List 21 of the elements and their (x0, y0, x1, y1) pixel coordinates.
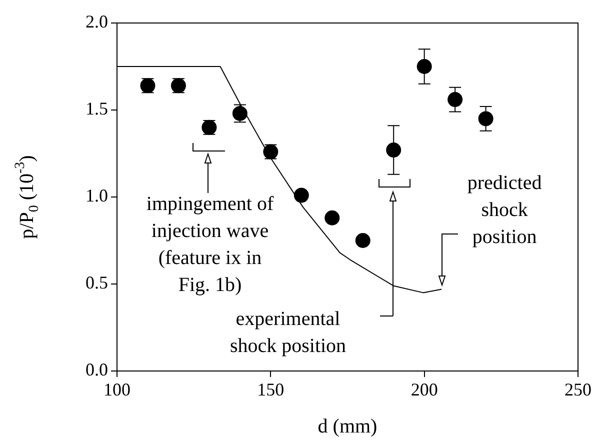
point (416, 59, 432, 74)
point (294, 188, 309, 203)
point (355, 233, 370, 248)
point (386, 142, 402, 158)
y-tick-label: 0.0 (86, 360, 108, 380)
y-tick-label: 0.5 (86, 272, 108, 293)
x-axis-title: d (mm) (318, 415, 378, 438)
x-tick-label: 200 (410, 380, 438, 400)
y-axis-title: p/P0 (10-3) (13, 155, 42, 239)
annotation: impingement of injection wave (feature ix in Fig. 1b) (146, 193, 274, 296)
annotation: predicted shock position (467, 172, 542, 248)
y-tick-label: 1.0 (86, 186, 108, 206)
point (324, 210, 340, 226)
point (448, 92, 463, 108)
y-tick-label: 1.5 (86, 98, 108, 119)
annotation: experimental shock position (230, 308, 346, 357)
y-tick-label: 2.0 (86, 12, 108, 32)
x-tick-label: 100 (104, 380, 130, 400)
point (478, 111, 494, 126)
x-tick-label: 150 (257, 380, 284, 400)
x-tick-label: 250 (564, 380, 592, 400)
